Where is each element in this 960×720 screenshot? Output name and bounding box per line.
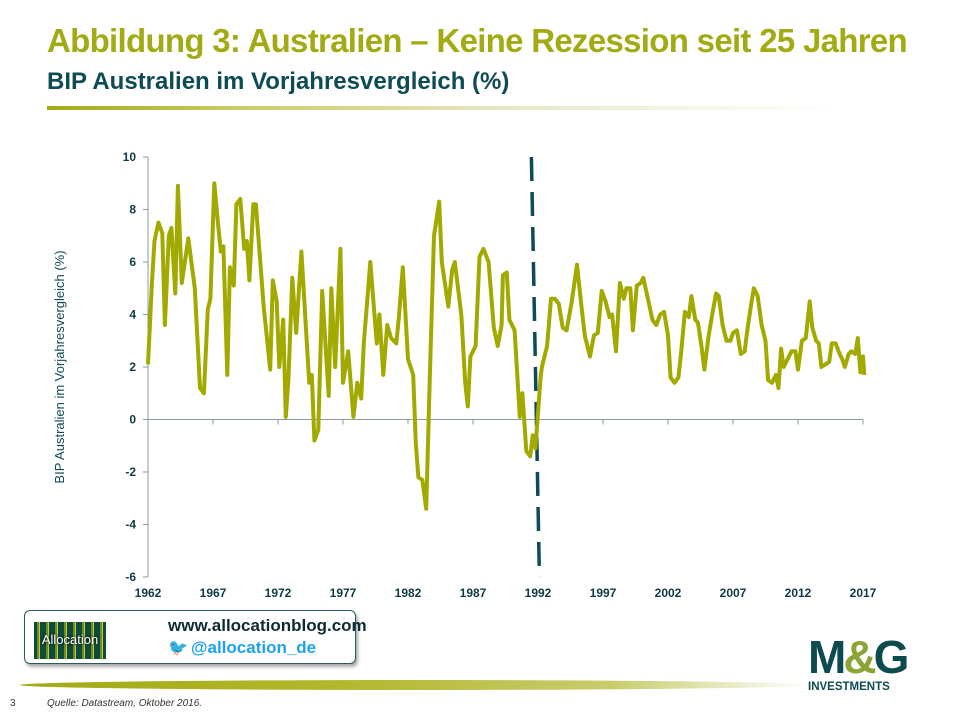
source-note: Quelle: Datastream, Oktober 2016. xyxy=(47,698,203,709)
y-axis-label: BIP Australien im Vorjahresvergleich (%) xyxy=(52,250,67,483)
x-tick-label: 1987 xyxy=(460,586,487,600)
y-tick-label: -4 xyxy=(125,518,136,532)
blog-url-link[interactable]: www.allocationblog.com xyxy=(168,616,367,635)
y-tick-label: 2 xyxy=(129,360,136,374)
y-tick-label: 10 xyxy=(123,150,137,164)
x-tick-label: 1967 xyxy=(200,586,227,600)
y-tick-label: 4 xyxy=(129,308,136,322)
recession-marker-dashed-line xyxy=(529,156,542,578)
x-tick-label: 1977 xyxy=(330,586,357,600)
x-tick-label: 1992 xyxy=(525,586,552,600)
gdp-series-line xyxy=(146,181,867,511)
y-tick-label: -6 xyxy=(125,570,136,584)
logo-g: G xyxy=(873,631,910,683)
y-tick-label: 8 xyxy=(129,203,136,217)
slide-title: Abbildung 3: Australien – Keine Rezessio… xyxy=(47,22,908,59)
x-tick-label: 2017 xyxy=(850,586,877,600)
axes xyxy=(143,156,864,578)
logo-subtitle: INVESTMENTS xyxy=(808,681,890,693)
mg-investments-logo: M&G INVESTMENTS xyxy=(808,634,928,693)
x-tick-label: 1962 xyxy=(135,586,162,600)
x-tick-label: 1982 xyxy=(395,586,422,600)
logo-amp: & xyxy=(843,631,876,683)
logo-m: M xyxy=(808,631,846,683)
y-tick-label: -2 xyxy=(125,465,136,479)
twitter-link[interactable]: 🐦 @allocation_de xyxy=(168,638,316,658)
twitter-handle: @allocation_de xyxy=(190,638,317,657)
tick-labels: 10 8 6 4 2 0 -2 -4 -6 1962 1967 1972 1977 1982 1987 199… xyxy=(123,150,877,600)
decorative-brush-stroke xyxy=(20,680,810,690)
y-tick-label: 0 xyxy=(129,413,136,427)
allocation-blog-banner[interactable]: Allocation www.allocationblog.com 🐦 @allo… xyxy=(24,610,367,664)
x-tick-label: 1972 xyxy=(265,586,292,600)
allocation-logo: Allocation xyxy=(34,622,106,659)
page-number: 3 xyxy=(10,698,16,709)
x-tick-label: 2007 xyxy=(720,586,747,600)
x-tick-label: 1997 xyxy=(590,586,617,600)
twitter-bird-icon: 🐦 xyxy=(168,640,188,657)
slide-subtitle: BIP Australien im Vorjahresvergleich (%) xyxy=(47,68,510,95)
allocation-logo-text: Allocation xyxy=(41,632,99,647)
x-tick-label: 2012 xyxy=(785,586,812,600)
y-tick-label: 6 xyxy=(129,255,136,269)
x-tick-label: 2002 xyxy=(655,586,682,600)
title-underline xyxy=(47,106,837,110)
